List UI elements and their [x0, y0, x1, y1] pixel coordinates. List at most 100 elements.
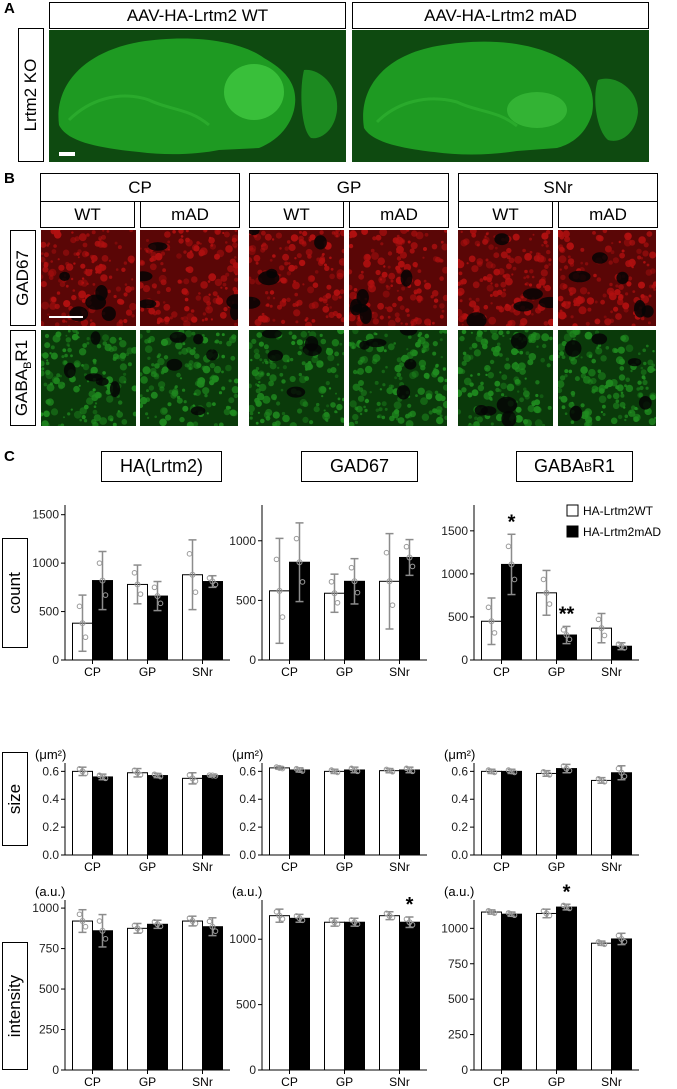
data-point	[511, 769, 518, 776]
data-point	[618, 935, 625, 942]
col-title-ha-text: HA(Lrtm2)	[119, 456, 203, 476]
unit-label-intensity: (a.u.)	[232, 884, 262, 899]
bar	[536, 912, 557, 1071]
bar	[269, 915, 290, 1071]
y-tick-label: 0.6	[451, 764, 468, 778]
bar	[202, 926, 223, 1071]
bar	[611, 938, 632, 1071]
data-point	[621, 773, 628, 780]
significance-star: *	[508, 511, 516, 533]
data-point	[328, 917, 335, 923]
data-point	[206, 772, 213, 778]
x-tick-label: SNr	[389, 860, 410, 874]
x-tick-label: CP	[281, 665, 298, 679]
x-tick-label: CP	[84, 665, 101, 679]
col-title-gababr1-pre: GABA	[533, 456, 584, 476]
data-point	[621, 645, 628, 651]
data-point	[566, 905, 573, 912]
data-point	[601, 779, 608, 785]
data-point	[273, 764, 280, 770]
significance-star: **	[559, 603, 575, 625]
unit-label-size: (μm²)	[444, 747, 475, 762]
data-point	[212, 581, 219, 588]
unit-label-intensity: (a.u.)	[444, 884, 474, 899]
data-point	[331, 768, 338, 775]
bar	[202, 775, 223, 856]
y-tick-label: 0	[52, 1063, 59, 1077]
data-point	[279, 614, 286, 620]
data-point	[206, 575, 213, 581]
data-point	[488, 768, 495, 775]
data-point	[293, 913, 300, 919]
unit-label-intensity: (a.u.)	[35, 884, 65, 899]
gababr1-micrograph-2	[249, 330, 344, 426]
data-point	[331, 590, 338, 597]
data-point	[409, 768, 416, 775]
x-tick-label: SNr	[601, 1075, 622, 1089]
data-point	[192, 920, 199, 927]
x-tick-label: CP	[493, 665, 510, 679]
data-point	[540, 768, 547, 775]
y-tick-label: 0.4	[239, 792, 256, 806]
region-header-snr: SNr	[458, 173, 658, 202]
bar	[147, 923, 168, 1071]
data-point	[157, 923, 164, 930]
data-point	[406, 766, 413, 773]
data-point	[351, 766, 358, 773]
data-point	[491, 630, 498, 636]
data-point	[540, 576, 547, 583]
data-point	[276, 764, 283, 771]
bar	[147, 775, 168, 856]
legend-swatch-wt	[566, 504, 579, 517]
y-tick-label: 750	[448, 957, 468, 971]
data-point	[189, 571, 196, 578]
panel-a-label: A	[4, 0, 15, 17]
gad67-row-label: GAD67	[10, 230, 36, 326]
gad67-micrograph-2	[249, 230, 344, 326]
cond-gp-mad: mAD	[349, 201, 449, 228]
data-point	[601, 632, 608, 639]
data-point	[508, 911, 515, 918]
bar	[344, 921, 365, 1071]
data-point	[279, 765, 286, 772]
data-point	[508, 561, 515, 568]
data-point	[488, 618, 495, 625]
data-point	[485, 907, 492, 914]
data-point	[157, 773, 164, 780]
panel-b-label: B	[4, 170, 15, 187]
gad67-micrograph-5	[558, 230, 656, 326]
data-point	[279, 916, 286, 922]
data-point	[491, 769, 498, 776]
data-point	[505, 910, 512, 916]
bar	[399, 769, 420, 856]
gababr1-micrograph-0	[41, 330, 136, 426]
brain-section-wt-image	[49, 30, 346, 162]
data-point	[131, 922, 138, 929]
x-tick-label: GP	[139, 860, 156, 874]
x-tick-label: GP	[548, 665, 565, 679]
bar	[127, 927, 148, 1071]
data-point	[403, 543, 410, 550]
legend-label-mad: HA-Lrtm2mAD	[583, 525, 661, 539]
data-point	[76, 766, 83, 772]
bar	[324, 770, 345, 856]
data-point	[151, 919, 158, 925]
data-point	[96, 772, 103, 779]
data-point	[334, 921, 341, 927]
data-point	[543, 770, 550, 777]
data-point	[102, 775, 109, 782]
data-point	[406, 554, 413, 561]
data-point	[598, 940, 605, 947]
data-point	[563, 632, 570, 639]
x-tick-label: SNr	[192, 1075, 213, 1089]
data-point	[505, 767, 512, 773]
data-point	[615, 641, 622, 647]
legend-swatch-mad	[566, 525, 579, 538]
data-point	[299, 579, 306, 585]
data-point	[383, 910, 390, 917]
x-tick-label: SNr	[601, 860, 622, 874]
data-point	[82, 770, 89, 777]
data-point	[615, 932, 622, 939]
data-point	[505, 543, 512, 550]
bar	[324, 921, 345, 1071]
